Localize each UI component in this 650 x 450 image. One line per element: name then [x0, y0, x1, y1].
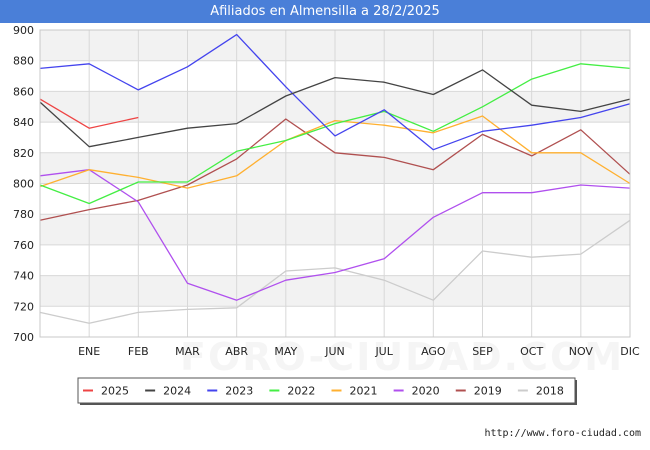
x-tick-label: FEB — [128, 345, 149, 358]
series-line-2024 — [39, 69, 631, 148]
y-tick-label: 800 — [13, 178, 34, 191]
x-tick-label: OCT — [520, 345, 543, 358]
series-line-2021 — [39, 115, 631, 189]
x-tick-label: ENE — [78, 345, 100, 358]
y-tick-label: 820 — [13, 147, 34, 160]
series-line-2022 — [39, 63, 631, 205]
legend-label-2021: 2021 — [350, 385, 378, 398]
y-tick-label: 880 — [13, 55, 34, 68]
x-tick-label: MAR — [175, 345, 200, 358]
legend-label-2022: 2022 — [287, 385, 315, 398]
watermark-text: FORO-CIUDAD.COM — [180, 335, 625, 379]
series-line-2023 — [39, 33, 631, 151]
source-url: http://www.foro-ciudad.com — [484, 428, 641, 439]
legend-label-2020: 2020 — [412, 385, 440, 398]
y-tick-label: 740 — [13, 270, 34, 283]
y-tick-label: 720 — [13, 300, 34, 313]
x-tick-label: SEP — [472, 345, 493, 358]
x-tick-label: DIC — [620, 345, 640, 358]
series-line-2018 — [39, 219, 631, 324]
y-tick-label: 860 — [13, 85, 34, 98]
y-tick-label: 780 — [13, 208, 34, 221]
y-tick-label: 760 — [13, 239, 34, 252]
legend-label-2019: 2019 — [474, 385, 502, 398]
legend-label-2024: 2024 — [163, 385, 191, 398]
y-tick-label: 840 — [13, 116, 34, 129]
y-tick-label: 900 — [13, 24, 34, 37]
x-tick-label: JUN — [324, 345, 345, 358]
plot-frame — [39, 29, 631, 338]
chart-title: Afiliados en Almensilla a 28/2/2025 — [0, 0, 650, 23]
series-line-2025 — [39, 98, 139, 129]
legend-label-2018: 2018 — [536, 385, 564, 398]
y-tick-label: 700 — [13, 331, 34, 344]
legend-label-2025: 2025 — [101, 385, 129, 398]
legend-box — [77, 377, 576, 404]
x-tick-label: MAY — [274, 345, 297, 358]
x-tick-label: NOV — [569, 345, 594, 358]
series-line-2019 — [39, 118, 631, 221]
x-tick-label: JUL — [374, 345, 393, 358]
legend-label-2023: 2023 — [225, 385, 253, 398]
x-tick-label: AGO — [421, 345, 446, 358]
series-line-2020 — [39, 169, 631, 301]
x-tick-label: ABR — [225, 345, 248, 358]
